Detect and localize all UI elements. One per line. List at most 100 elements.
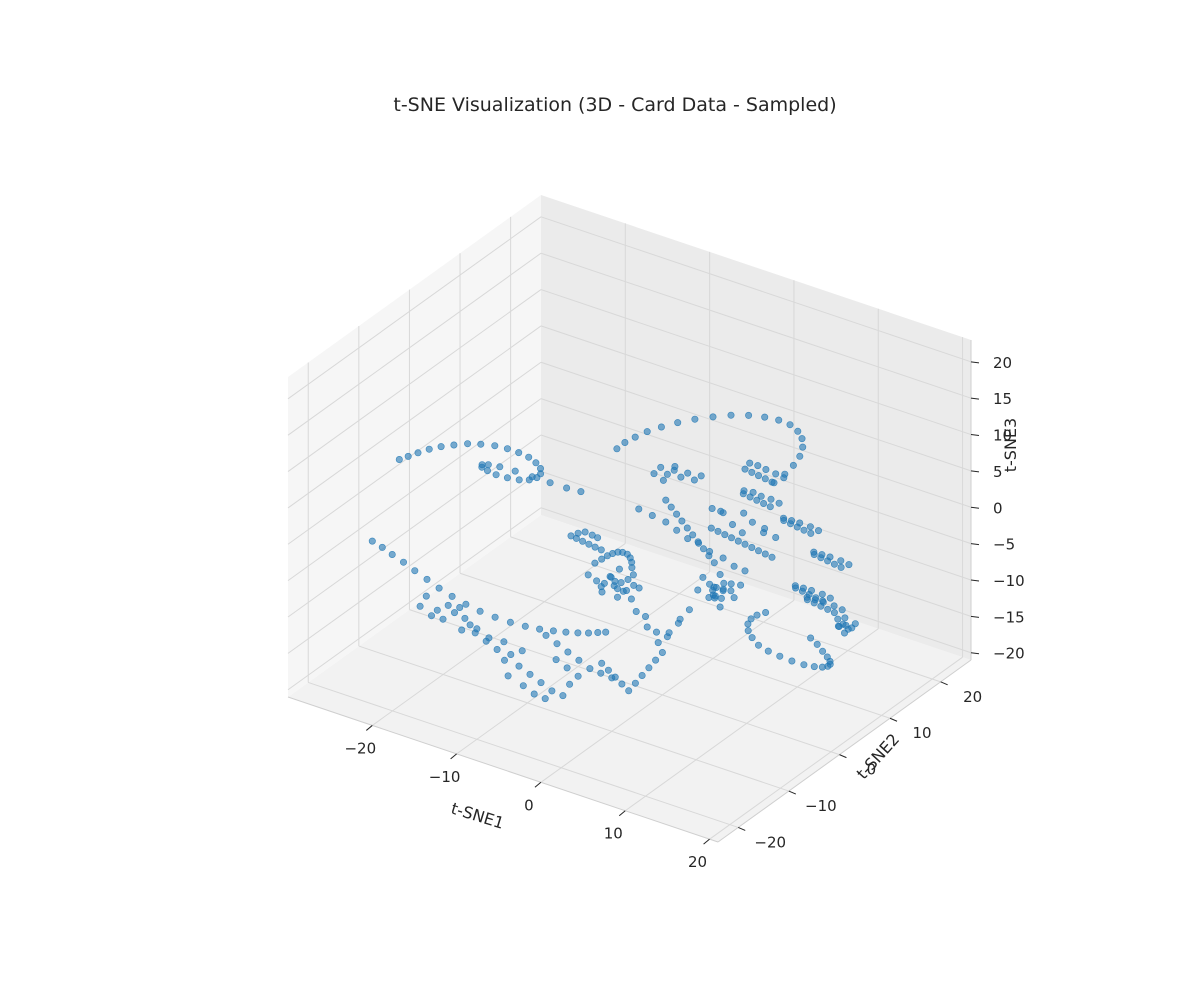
scatter-point — [780, 474, 788, 482]
scatter-point — [448, 592, 456, 600]
scatter-point — [515, 476, 523, 484]
scatter-point — [737, 581, 745, 589]
scatter-point — [677, 473, 685, 481]
scatter-point — [439, 615, 447, 623]
scatter-point — [734, 537, 742, 545]
scatter-point — [631, 679, 639, 687]
scatter-point — [404, 452, 412, 460]
scatter-point — [598, 659, 606, 667]
z-tick-label: −5 — [993, 536, 1015, 554]
scatter-point — [476, 607, 484, 615]
grid-line-z-back — [540, 507, 972, 654]
scatter-point — [491, 442, 499, 450]
scatter-point — [368, 537, 376, 545]
scatter-point — [761, 524, 769, 532]
scatter-point — [594, 628, 602, 636]
scatter-point — [461, 614, 469, 622]
scatter-point — [528, 473, 536, 481]
scatter-point — [629, 571, 637, 579]
y-tick-mark — [788, 790, 797, 795]
scatter-point — [597, 669, 605, 677]
scatter-point — [721, 531, 729, 539]
grid-line-z-side — [287, 289, 542, 472]
scatter-point — [496, 463, 504, 471]
z-tick-label: 0 — [993, 499, 1003, 517]
scatter-point — [650, 470, 658, 478]
scatter-point — [796, 519, 804, 527]
scatter-point — [754, 462, 762, 470]
scatter-point — [581, 528, 589, 536]
scatter-point — [597, 583, 605, 591]
scatter-point — [466, 621, 474, 629]
scatter-point — [754, 547, 762, 555]
y-axis-line — [717, 659, 972, 843]
scatter-point — [519, 682, 527, 690]
grid-line-x-floor — [624, 628, 879, 812]
scatter-point — [536, 625, 544, 633]
scatter-point — [776, 652, 784, 660]
grid-line-z-back — [540, 434, 972, 581]
y-tick-mark — [940, 681, 948, 686]
scatter-point — [747, 615, 755, 623]
scatter-point — [716, 570, 724, 578]
scatter-point — [814, 527, 822, 535]
scatter-point — [665, 629, 673, 637]
scatter-point — [730, 594, 738, 602]
scatter-point — [694, 538, 702, 546]
scatter-point — [648, 511, 656, 519]
scatter-point — [518, 647, 526, 655]
scatter-point — [615, 565, 623, 573]
grid-line-x-floor — [456, 571, 710, 755]
scatter-point — [748, 634, 756, 642]
scatter-point — [761, 475, 769, 483]
scatter-point — [707, 524, 715, 532]
x-tick-mark — [618, 810, 626, 817]
y-tick-mark — [889, 717, 898, 722]
scatter-point — [754, 472, 762, 480]
scatter-point — [728, 520, 736, 528]
scatter-point — [789, 461, 797, 469]
axis-lines — [287, 340, 972, 843]
scatter-point — [746, 459, 754, 467]
grid-line-y-floor — [308, 681, 739, 828]
z-tick-mark — [970, 615, 980, 618]
scatter-point — [577, 488, 585, 496]
scatter-point — [799, 443, 807, 451]
z-tick-mark — [970, 361, 980, 364]
z-tick-mark — [970, 579, 980, 582]
scatter-point — [800, 661, 808, 669]
x-tick-label: 10 — [604, 825, 623, 843]
scatter-point — [652, 656, 660, 664]
scatter-point — [586, 665, 594, 673]
scatter-point — [837, 557, 845, 565]
x-tick-label: 0 — [524, 796, 534, 814]
scatter-point — [748, 518, 756, 526]
grid-line-z-back — [540, 216, 972, 363]
scatter-point — [657, 463, 665, 471]
z-tick-mark — [970, 470, 980, 473]
scatter-point — [826, 594, 834, 602]
scatter-point — [717, 507, 725, 515]
scatter-point — [506, 618, 514, 626]
x-tick-label: −20 — [344, 739, 376, 757]
scatter-point — [841, 614, 849, 622]
scatter-point — [830, 560, 838, 568]
scatter-point — [546, 479, 554, 487]
z-tick-label: 15 — [993, 390, 1012, 408]
grid-line-z-back — [540, 289, 972, 436]
scatter-point — [563, 484, 571, 492]
scatter-point — [764, 647, 772, 655]
grid-line-z-side — [287, 470, 542, 654]
scatter-point — [810, 663, 818, 671]
scatter-point — [819, 647, 827, 655]
scatter-point — [810, 548, 818, 556]
scatter-point — [740, 509, 748, 517]
scatter-point — [594, 534, 602, 542]
scatter-point — [689, 531, 697, 539]
scatter-point — [717, 594, 725, 602]
scatter-point — [564, 648, 572, 656]
scatter-point — [541, 695, 549, 703]
scatter-point — [598, 555, 606, 563]
scatter-point — [824, 605, 832, 613]
scatter-point — [628, 564, 636, 572]
